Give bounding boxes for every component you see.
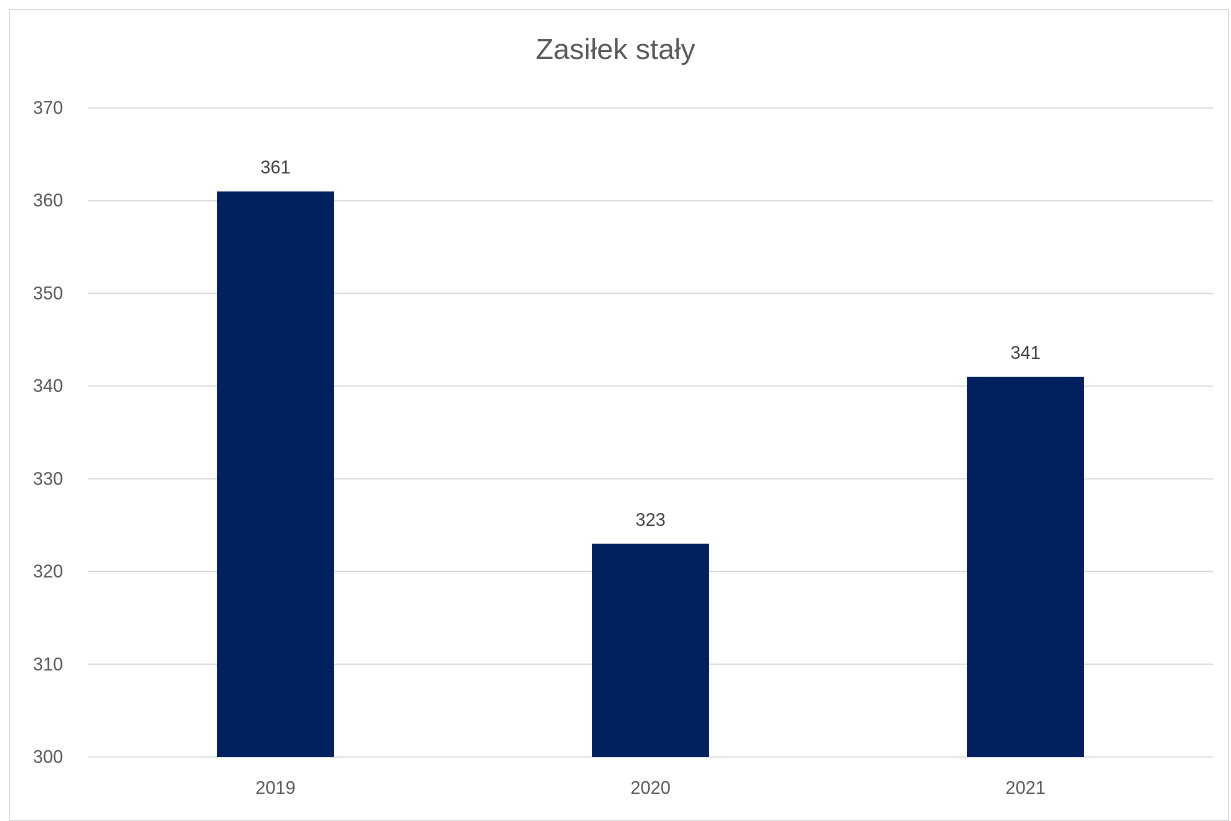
- y-tick-label: 350: [33, 283, 63, 303]
- chart-title: Zasiłek stały: [535, 34, 696, 66]
- y-tick-label: 320: [33, 562, 63, 582]
- y-axis-tick-labels: 300 310 320 330 340 350 360 370: [33, 98, 63, 767]
- y-tick-label: 330: [33, 469, 63, 489]
- y-tick-label: 370: [33, 98, 63, 118]
- bar-2019: [217, 191, 334, 757]
- data-label-2020: 323: [635, 510, 665, 530]
- y-tick-label: 360: [33, 191, 63, 211]
- x-tick-label-2021: 2021: [1005, 778, 1045, 798]
- x-tick-label-2020: 2020: [630, 778, 670, 798]
- bar-2021: [967, 376, 1084, 757]
- x-axis-tick-labels: 2019 2020 2021: [255, 778, 1045, 798]
- data-label-2021: 341: [1010, 343, 1040, 363]
- x-tick-label-2019: 2019: [255, 778, 295, 798]
- y-tick-label: 310: [33, 654, 63, 674]
- data-label-2019: 361: [260, 157, 290, 177]
- data-labels: 361 323 341: [260, 157, 1040, 529]
- y-tick-label: 300: [33, 747, 63, 767]
- bar-2020: [592, 543, 709, 757]
- y-tick-label: 340: [33, 376, 63, 396]
- bars: [217, 191, 1084, 757]
